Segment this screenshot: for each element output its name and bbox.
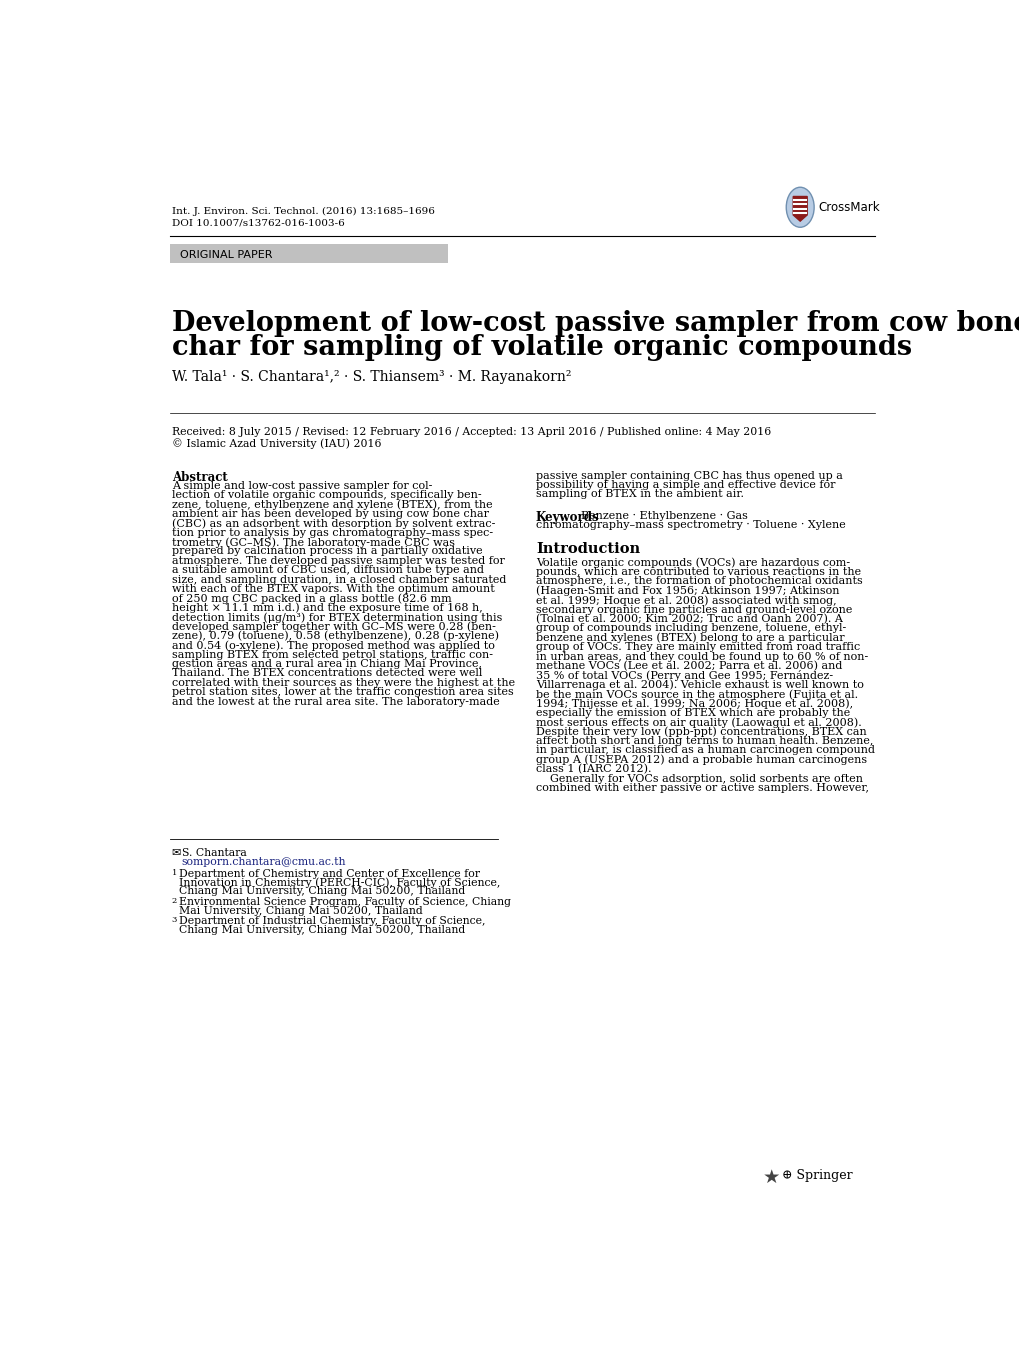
Text: 3: 3 <box>171 916 177 924</box>
Text: chromatography–mass spectrometry · Toluene · Xylene: chromatography–mass spectrometry · Tolue… <box>535 520 845 531</box>
Text: S. Chantara: S. Chantara <box>181 848 247 858</box>
Text: Introduction: Introduction <box>535 542 640 556</box>
Text: affect both short and long terms to human health. Benzene,: affect both short and long terms to huma… <box>535 736 872 747</box>
Text: 2: 2 <box>171 897 176 905</box>
Text: class 1 (IARC 2012).: class 1 (IARC 2012). <box>535 764 651 775</box>
Text: a suitable amount of CBC used, diffusion tube type and: a suitable amount of CBC used, diffusion… <box>171 565 483 575</box>
Text: CrossMark: CrossMark <box>817 201 878 214</box>
Text: passive sampler containing CBC has thus opened up a: passive sampler containing CBC has thus … <box>535 470 842 481</box>
Text: zene), 0.79 (toluene), 0.58 (ethylbenzene), 0.28 (p-xylene): zene), 0.79 (toluene), 0.58 (ethylbenzen… <box>171 631 498 641</box>
Text: Development of low-cost passive sampler from cow bone: Development of low-cost passive sampler … <box>171 310 1019 337</box>
Text: possibility of having a simple and effective device for: possibility of having a simple and effec… <box>535 480 835 491</box>
Text: and the lowest at the rural area site. The laboratory-made: and the lowest at the rural area site. T… <box>171 696 499 707</box>
Text: Despite their very low (ppb-ppt) concentrations, BTEX can: Despite their very low (ppb-ppt) concent… <box>535 726 866 737</box>
Text: Chiang Mai University, Chiang Mai 50200, Thailand: Chiang Mai University, Chiang Mai 50200,… <box>179 886 466 897</box>
Text: Chiang Mai University, Chiang Mai 50200, Thailand: Chiang Mai University, Chiang Mai 50200,… <box>179 925 466 935</box>
Text: somporn.chantara@cmu.ac.th: somporn.chantara@cmu.ac.th <box>181 858 345 867</box>
Text: Villarrenaga et al. 2004). Vehicle exhaust is well known to: Villarrenaga et al. 2004). Vehicle exhau… <box>535 680 863 690</box>
Text: Benzene · Ethylbenzene · Gas: Benzene · Ethylbenzene · Gas <box>580 511 747 522</box>
Text: Received: 8 July 2015 / Revised: 12 February 2016 / Accepted: 13 April 2016 / Pu: Received: 8 July 2015 / Revised: 12 Febr… <box>171 427 770 438</box>
Text: ambient air has been developed by using cow bone char: ambient air has been developed by using … <box>171 508 488 519</box>
Text: © Islamic Azad University (IAU) 2016: © Islamic Azad University (IAU) 2016 <box>171 438 381 449</box>
Text: Volatile organic compounds (VOCs) are hazardous com-: Volatile organic compounds (VOCs) are ha… <box>535 558 849 568</box>
Text: methane VOCs (Lee et al. 2002; Parra et al. 2006) and: methane VOCs (Lee et al. 2002; Parra et … <box>535 661 842 671</box>
Text: sampling of BTEX in the ambient air.: sampling of BTEX in the ambient air. <box>535 489 743 500</box>
Text: ✉: ✉ <box>171 848 181 858</box>
Text: atmosphere. The developed passive sampler was tested for: atmosphere. The developed passive sample… <box>171 556 504 566</box>
Text: Department of Chemistry and Center of Excellence for: Department of Chemistry and Center of Ex… <box>179 870 480 879</box>
Text: 1994; Thijesse et al. 1999; Na 2006; Hoque et al. 2008),: 1994; Thijesse et al. 1999; Na 2006; Hoq… <box>535 699 852 709</box>
Text: secondary organic fine particles and ground-level ozone: secondary organic fine particles and gro… <box>535 604 852 615</box>
Text: char for sampling of volatile organic compounds: char for sampling of volatile organic co… <box>171 333 911 360</box>
Text: in urban areas, and they could be found up to 60 % of non-: in urban areas, and they could be found … <box>535 652 867 661</box>
Text: Keywords: Keywords <box>535 511 599 524</box>
Text: group of compounds including benzene, toluene, ethyl-: group of compounds including benzene, to… <box>535 623 846 633</box>
Text: Abstract: Abstract <box>171 470 227 484</box>
Text: petrol station sites, lower at the traffic congestion area sites: petrol station sites, lower at the traff… <box>171 687 513 698</box>
Text: group A (USEPA 2012) and a probable human carcinogens: group A (USEPA 2012) and a probable huma… <box>535 755 866 766</box>
Text: 35 % of total VOCs (Perry and Gee 1995; Fernández-: 35 % of total VOCs (Perry and Gee 1995; … <box>535 671 833 682</box>
Text: combined with either passive or active samplers. However,: combined with either passive or active s… <box>535 783 868 793</box>
Polygon shape <box>793 196 806 221</box>
Text: most serious effects on air quality (Laowagul et al. 2008).: most serious effects on air quality (Lao… <box>535 717 861 728</box>
Text: sampling BTEX from selected petrol stations, traffic con-: sampling BTEX from selected petrol stati… <box>171 649 492 660</box>
Text: height × 11.1 mm i.d.) and the exposure time of 168 h,: height × 11.1 mm i.d.) and the exposure … <box>171 603 482 614</box>
Text: zene, toluene, ethylbenzene and xylene (BTEX), from the: zene, toluene, ethylbenzene and xylene (… <box>171 500 492 509</box>
Text: lection of volatile organic compounds, specifically ben-: lection of volatile organic compounds, s… <box>171 491 481 500</box>
Text: A simple and low-cost passive sampler for col-: A simple and low-cost passive sampler fo… <box>171 481 432 491</box>
Text: group of VOCs. They are mainly emitted from road traffic: group of VOCs. They are mainly emitted f… <box>535 642 859 652</box>
Text: Int. J. Environ. Sci. Technol. (2016) 13:1685–1696: Int. J. Environ. Sci. Technol. (2016) 13… <box>171 207 434 217</box>
Text: trometry (GC–MS). The laboratory-made CBC was: trometry (GC–MS). The laboratory-made CB… <box>171 537 454 547</box>
Text: especially the emission of BTEX which are probably the: especially the emission of BTEX which ar… <box>535 707 850 718</box>
Text: (Haagen-Smit and Fox 1956; Atkinson 1997; Atkinson: (Haagen-Smit and Fox 1956; Atkinson 1997… <box>535 585 839 596</box>
Text: benzene and xylenes (BTEX) belong to are a particular: benzene and xylenes (BTEX) belong to are… <box>535 633 844 644</box>
Text: Environmental Science Program, Faculty of Science, Chiang: Environmental Science Program, Faculty o… <box>179 897 511 908</box>
FancyBboxPatch shape <box>170 244 447 263</box>
Text: 1: 1 <box>171 870 177 878</box>
Text: with each of the BTEX vapors. With the optimum amount: with each of the BTEX vapors. With the o… <box>171 584 494 593</box>
Text: correlated with their sources as they were the highest at the: correlated with their sources as they we… <box>171 678 515 688</box>
Text: detection limits (μg/m³) for BTEX determination using this: detection limits (μg/m³) for BTEX determ… <box>171 612 501 623</box>
Text: Mai University, Chiang Mai 50200, Thailand: Mai University, Chiang Mai 50200, Thaila… <box>179 905 423 916</box>
Ellipse shape <box>786 187 813 228</box>
Text: ⊕ Springer: ⊕ Springer <box>782 1169 852 1182</box>
Text: gestion areas and a rural area in Chiang Mai Province,: gestion areas and a rural area in Chiang… <box>171 659 481 669</box>
Text: prepared by calcination process in a partially oxidative: prepared by calcination process in a par… <box>171 546 482 557</box>
Text: of 250 mg CBC packed in a glass bottle (82.6 mm: of 250 mg CBC packed in a glass bottle (… <box>171 593 451 604</box>
Text: be the main VOCs source in the atmosphere (Fujita et al.: be the main VOCs source in the atmospher… <box>535 690 857 699</box>
Text: ORIGINAL PAPER: ORIGINAL PAPER <box>180 251 272 260</box>
Text: Department of Industrial Chemistry, Faculty of Science,: Department of Industrial Chemistry, Facu… <box>179 916 485 927</box>
Text: W. Tala¹ · S. Chantara¹,² · S. Thiansem³ · M. Rayanakorn²: W. Tala¹ · S. Chantara¹,² · S. Thiansem³… <box>171 370 571 385</box>
Text: ★: ★ <box>762 1168 780 1187</box>
Text: et al. 1999; Hoque et al. 2008) associated with smog,: et al. 1999; Hoque et al. 2008) associat… <box>535 595 836 606</box>
Text: size, and sampling duration, in a closed chamber saturated: size, and sampling duration, in a closed… <box>171 575 505 584</box>
Text: tion prior to analysis by gas chromatography–mass spec-: tion prior to analysis by gas chromatogr… <box>171 527 492 538</box>
Text: (CBC) as an adsorbent with desorption by solvent extrac-: (CBC) as an adsorbent with desorption by… <box>171 518 494 528</box>
Text: (Tolnai et al. 2000; Kim 2002; Truc and Oanh 2007). A: (Tolnai et al. 2000; Kim 2002; Truc and … <box>535 614 842 625</box>
Text: Generally for VOCs adsorption, solid sorbents are often: Generally for VOCs adsorption, solid sor… <box>535 774 862 783</box>
Text: and 0.54 (o-xylene). The proposed method was applied to: and 0.54 (o-xylene). The proposed method… <box>171 641 494 650</box>
Text: developed sampler together with GC–MS were 0.28 (ben-: developed sampler together with GC–MS we… <box>171 622 495 631</box>
Text: Thailand. The BTEX concentrations detected were well: Thailand. The BTEX concentrations detect… <box>171 668 482 679</box>
Text: in particular, is classified as a human carcinogen compound: in particular, is classified as a human … <box>535 745 874 756</box>
Text: atmosphere, i.e., the formation of photochemical oxidants: atmosphere, i.e., the formation of photo… <box>535 576 862 587</box>
Text: DOI 10.1007/s13762-016-1003-6: DOI 10.1007/s13762-016-1003-6 <box>171 218 344 228</box>
Text: Innovation in Chemistry (PERCH-CIC), Faculty of Science,: Innovation in Chemistry (PERCH-CIC), Fac… <box>179 878 500 889</box>
Text: pounds, which are contributed to various reactions in the: pounds, which are contributed to various… <box>535 566 860 577</box>
